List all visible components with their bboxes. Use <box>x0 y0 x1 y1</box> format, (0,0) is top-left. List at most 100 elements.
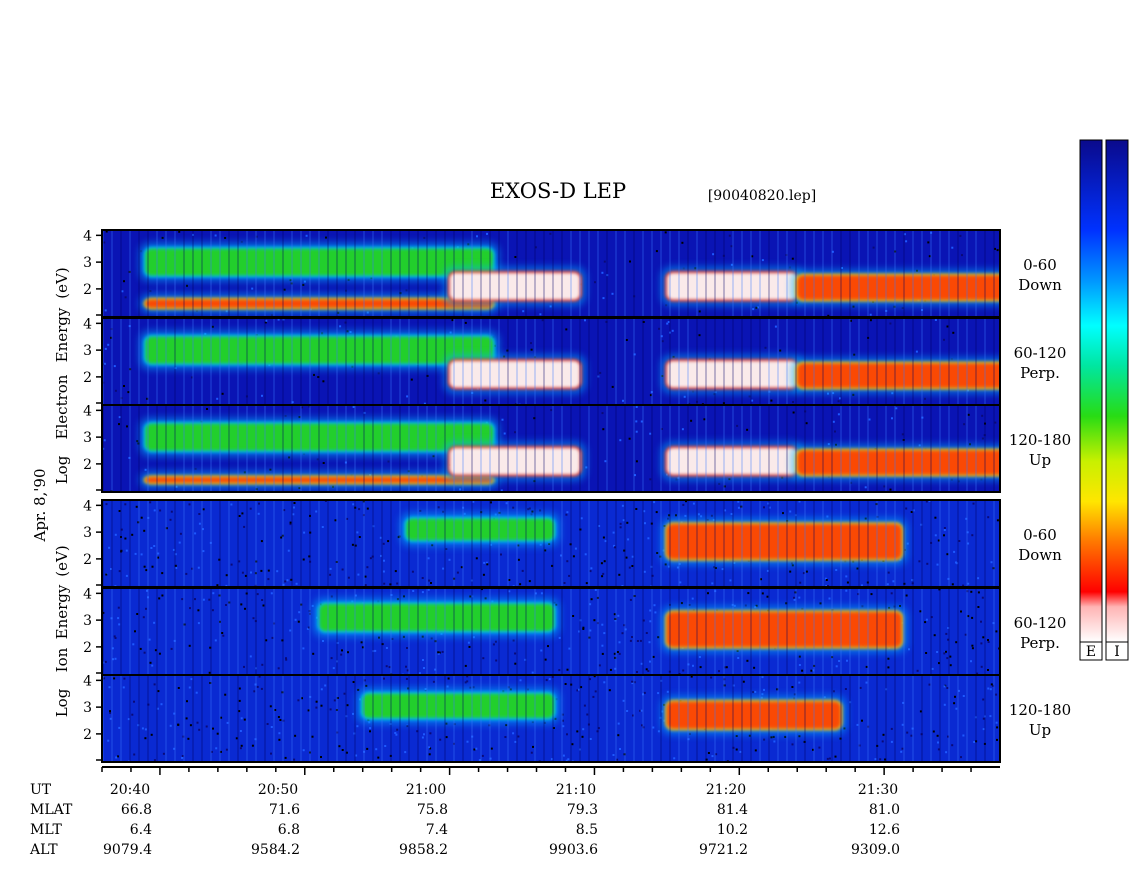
file-name: [90040820.lep] <box>708 188 816 204</box>
time-axis <box>101 766 1000 775</box>
time-striping <box>102 675 995 762</box>
y-tick-label: 3 <box>83 700 92 716</box>
ephemeris-alt-value: 9903.6 <box>549 842 598 858</box>
y-tick-label: 2 <box>83 727 92 743</box>
panel-ion-0: 4 3 2 0-60 Down <box>83 498 1062 588</box>
feature-medium <box>145 248 494 276</box>
feature-high <box>145 477 494 483</box>
ephemeris-mlt-value: 10.2 <box>717 822 748 838</box>
panel-electron-2: 4 3 2 120-180 Up <box>83 403 1071 493</box>
feature-peak <box>666 360 798 388</box>
feature-high <box>666 701 841 729</box>
y-tick-label: 3 <box>83 525 92 541</box>
ephemeris-table: UT MLAT MLT ALT 20:40 66.8 6.4 9079.4 20:50 71.6 6… <box>29 782 900 858</box>
ephemeris-mlt-value: 6.8 <box>278 822 300 838</box>
ephemeris-mlat-value: 66.8 <box>121 802 152 818</box>
electron-ylabel-species: Electron <box>53 374 71 439</box>
ephemeris-mlat-value: 81.4 <box>717 802 748 818</box>
ephemeris-alt-value: 9309.0 <box>851 842 900 858</box>
ephemeris-ut-value: 20:40 <box>110 782 150 798</box>
ephemeris-mlt-value: 6.4 <box>130 822 152 838</box>
colorbar-electron <box>1079 139 1103 643</box>
feature-peak <box>666 272 798 300</box>
pitch-angle-direction: Down <box>1018 546 1062 564</box>
feature-high <box>666 524 902 559</box>
colorbar-electron-label-box <box>1079 641 1103 661</box>
pitch-angle-range: 120-180 <box>1009 431 1071 449</box>
ion-ylabel-unit: (eV) <box>53 545 71 576</box>
pitch-angle-direction: Up <box>1029 451 1051 469</box>
time-striping <box>102 230 995 317</box>
y-tick-label: 3 <box>83 430 92 446</box>
chart-title: EXOS-D LEP <box>490 179 626 203</box>
ion-ylabel-species: Ion <box>53 647 71 672</box>
electron-ylabel-energy: Energy <box>53 307 71 362</box>
date-label: Apr. 8,'90 <box>31 468 49 542</box>
pitch-angle-range: 60-120 <box>1014 344 1067 362</box>
y-tick-label: 4 <box>83 498 92 514</box>
ephemeris-ut-value: 20:50 <box>258 782 298 798</box>
feature-medium <box>406 518 554 541</box>
feature-medium <box>319 604 554 631</box>
feature-medium <box>145 423 494 451</box>
ion-ylabel-energy: Energy <box>53 584 71 639</box>
ephemeris-ut-value: 21:30 <box>858 782 898 798</box>
ephemeris-mlat-value: 81.0 <box>869 802 900 818</box>
feature-peak <box>449 447 580 475</box>
y-tick-label: 3 <box>83 343 92 359</box>
pitch-angle-range: 60-120 <box>1014 614 1067 632</box>
pitch-angle-direction: Up <box>1029 721 1051 739</box>
feature-high <box>797 363 1000 388</box>
colorbar-ion-label: I <box>1114 644 1120 660</box>
ephemeris-row-label: ALT <box>29 842 58 858</box>
y-tick-label: 3 <box>83 613 92 629</box>
pitch-angle-direction: Perp. <box>1020 634 1060 652</box>
ephemeris-mlat-value: 71.6 <box>269 802 300 818</box>
feature-peak <box>666 447 798 475</box>
ephemeris-ut-value: 21:20 <box>706 782 746 798</box>
pitch-angle-range: 120-180 <box>1009 701 1071 719</box>
ephemeris-mlt-value: 7.4 <box>426 822 448 838</box>
panel-electron-0: 4 3 2 0-60 Down <box>83 228 1062 318</box>
panel-frame <box>101 404 1001 493</box>
y-tick-label: 2 <box>83 457 92 473</box>
panel-frame <box>101 674 1001 763</box>
ephemeris-alt-value: 9858.2 <box>399 842 448 858</box>
electron-ylabel-unit: (eV) <box>53 267 71 298</box>
ion-ylabel: Log Ion Energy (eV) <box>53 545 71 717</box>
pitch-angle-range: 0-60 <box>1023 526 1057 544</box>
y-tick-label: 4 <box>83 403 92 419</box>
colorbar-ion <box>1105 139 1129 643</box>
spectrogram-panels: 4 3 2 0-60 Down 4 3 2 60-120 Perp. 4 3 2 120-180 Up 4 3 2… <box>83 228 1071 763</box>
feature-high <box>797 275 1000 300</box>
time-striping <box>102 588 995 675</box>
feature-high <box>145 299 494 308</box>
feature-high <box>797 450 1000 475</box>
y-tick-label: 2 <box>83 282 92 298</box>
feature-peak <box>449 360 580 388</box>
electron-ylabel-log: Log <box>53 455 71 484</box>
y-tick-label: 3 <box>83 255 92 271</box>
pitch-angle-direction: Down <box>1018 276 1062 294</box>
ephemeris-row-label: UT <box>30 782 52 798</box>
ion-ylabel-log: Log <box>53 688 71 717</box>
ephemeris-alt-value: 9079.4 <box>103 842 152 858</box>
feature-peak <box>449 272 580 300</box>
panel-ion-2: 4 3 2 120-180 Up <box>83 673 1071 763</box>
y-tick-label: 4 <box>83 316 92 332</box>
ephemeris-mlat-value: 75.8 <box>417 802 448 818</box>
y-tick-label: 2 <box>83 370 92 386</box>
y-tick-label: 4 <box>83 586 92 602</box>
y-tick-label: 4 <box>83 228 92 244</box>
y-tick-label: 2 <box>83 640 92 656</box>
ephemeris-alt-value: 9584.2 <box>251 842 300 858</box>
colorbars: E I <box>1079 139 1129 661</box>
ephemeris-ut-value: 21:00 <box>406 782 446 798</box>
ephemeris-mlat-value: 79.3 <box>567 802 598 818</box>
time-striping <box>102 500 995 587</box>
ephemeris-mlt-value: 12.6 <box>869 822 900 838</box>
ephemeris-ut-value: 21:10 <box>556 782 596 798</box>
panel-ion-1: 4 3 2 60-120 Perp. <box>83 586 1067 676</box>
ephemeris-mlt-value: 8.5 <box>576 822 598 838</box>
